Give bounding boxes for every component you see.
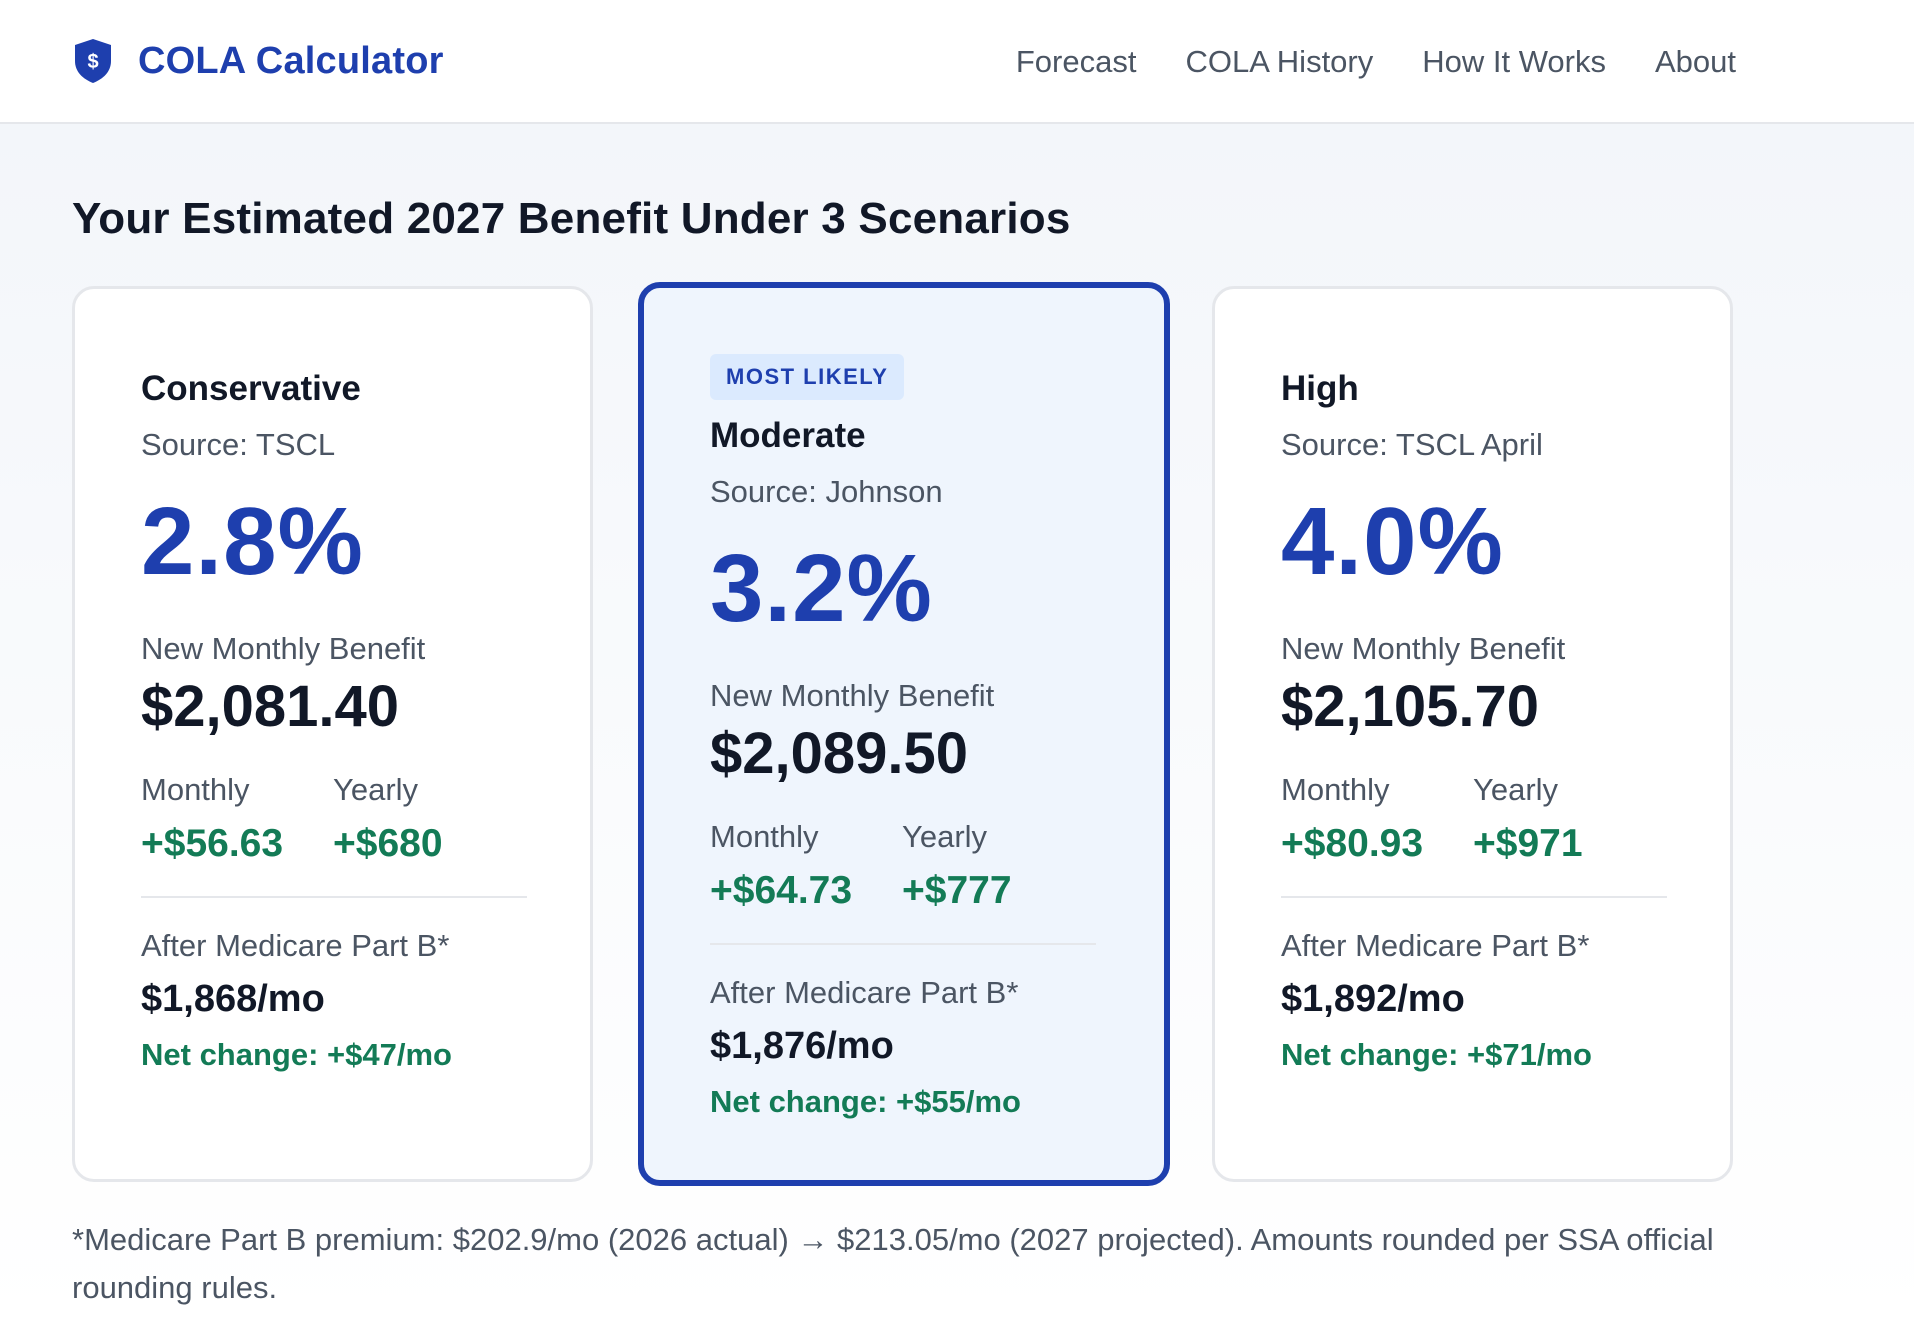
monthly-label: Monthly [1281, 771, 1390, 807]
new-monthly-benefit-label: New Monthly Benefit [1281, 630, 1566, 666]
net-change: Net change: +$71/mo [1281, 1036, 1592, 1072]
yearly-value: +$971 [1473, 821, 1583, 865]
scenario-card-conservative: Conservative Source: TSCL 2.8% New Month… [72, 286, 593, 1182]
medicare-label: After Medicare Part B* [1281, 927, 1590, 963]
svg-text:$: $ [87, 51, 98, 73]
new-monthly-benefit-value: $2,089.50 [710, 720, 969, 786]
monthly-value: +$80.93 [1281, 821, 1424, 865]
divider [1281, 895, 1667, 898]
cola-percent: 2.8% [141, 488, 364, 595]
yearly-increase: Yearly +$971 [1473, 772, 1583, 866]
new-monthly-benefit-label: New Monthly Benefit [141, 630, 426, 666]
scenario-card-high: High Source: TSCL April 4.0% New Monthly… [1212, 286, 1733, 1182]
yearly-label: Yearly [333, 771, 419, 807]
monthly-increase: Monthly +$56.63 [141, 772, 301, 866]
medicare-value: $1,868/mo [141, 977, 325, 1020]
scenario-card-moderate: MOST LIKELY Moderate Source: Johnson 3.2… [638, 282, 1170, 1186]
new-monthly-benefit-value: $2,105.70 [1281, 673, 1540, 739]
yearly-value: +$680 [333, 821, 443, 865]
yearly-label: Yearly [1473, 771, 1559, 807]
page-title: Your Estimated 2027 Benefit Under 3 Scen… [72, 194, 1071, 243]
divider [141, 895, 527, 898]
scenario-cards: Conservative Source: TSCL 2.8% New Month… [72, 156, 1772, 1186]
cola-percent: 3.2% [710, 535, 933, 642]
medicare-value: $1,892/mo [1281, 977, 1465, 1020]
yearly-value: +$777 [902, 868, 1012, 912]
brand-name: COLA Calculator [138, 39, 444, 82]
scenario-name: Conservative [141, 369, 361, 408]
main-nav: Forecast COLA History How It Works About [1016, 0, 1736, 124]
monthly-increase: Monthly +$64.73 [710, 819, 870, 913]
nav-about[interactable]: About [1654, 44, 1736, 79]
divider [710, 942, 1096, 945]
monthly-value: +$56.63 [141, 821, 284, 865]
scenario-source: Source: Johnson [710, 474, 943, 509]
monthly-increase: Monthly +$80.93 [1281, 772, 1441, 866]
increase-split: Monthly +$64.73 Yearly +$777 [710, 819, 1164, 913]
monthly-value: +$64.73 [710, 868, 853, 912]
increase-split: Monthly +$56.63 Yearly +$680 [141, 772, 590, 866]
scenario-name: High [1281, 369, 1359, 408]
monthly-label: Monthly [141, 771, 250, 807]
most-likely-badge: MOST LIKELY [710, 354, 905, 400]
nav-how-it-works[interactable]: How It Works [1422, 44, 1606, 79]
brand[interactable]: $ COLA Calculator [72, 37, 444, 85]
medicare-label: After Medicare Part B* [141, 927, 450, 963]
yearly-increase: Yearly +$777 [902, 819, 1012, 913]
scenario-source: Source: TSCL April [1281, 427, 1543, 462]
top-header: $ COLA Calculator Forecast COLA History … [0, 0, 1914, 124]
nav-cola-history[interactable]: COLA History [1185, 44, 1374, 79]
dollar-shield-icon: $ [75, 39, 111, 83]
medicare-label: After Medicare Part B* [710, 974, 1019, 1010]
new-monthly-benefit-value: $2,081.40 [141, 673, 400, 739]
medicare-footnote: *Medicare Part B premium: $202.9/mo (202… [72, 1222, 1714, 1305]
yearly-increase: Yearly +$680 [333, 772, 443, 866]
monthly-label: Monthly [710, 818, 819, 854]
new-monthly-benefit-label: New Monthly Benefit [710, 677, 995, 713]
scenario-source: Source: TSCL [141, 427, 336, 462]
cola-percent: 4.0% [1281, 488, 1504, 595]
increase-split: Monthly +$80.93 Yearly +$971 [1281, 772, 1730, 866]
medicare-value: $1,876/mo [710, 1024, 894, 1067]
net-change: Net change: +$47/mo [141, 1036, 452, 1072]
yearly-label: Yearly [902, 818, 988, 854]
net-change: Net change: +$55/mo [710, 1083, 1021, 1119]
nav-forecast[interactable]: Forecast [1015, 44, 1137, 79]
scenario-name: Moderate [710, 416, 866, 455]
